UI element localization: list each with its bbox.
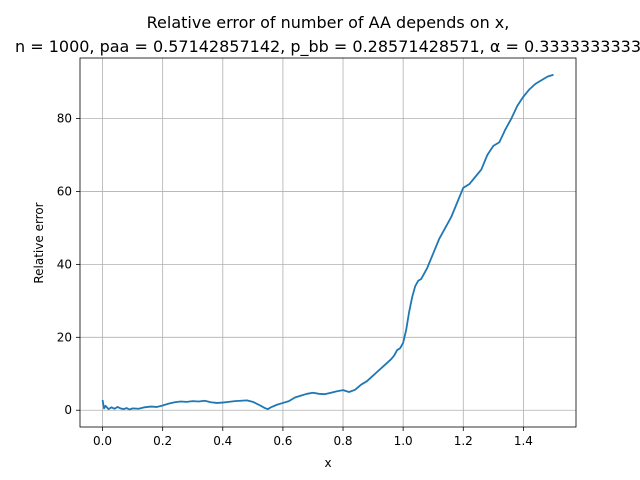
chart-title-line1: Relative error of number of AA depends o… xyxy=(147,13,510,32)
x-axis-label: x xyxy=(324,456,331,470)
y-tick-label: 0 xyxy=(64,403,72,417)
y-tick-label: 20 xyxy=(57,330,72,344)
x-tick-label: 0.2 xyxy=(153,434,172,448)
series-layer xyxy=(101,73,554,411)
series-line xyxy=(101,73,554,411)
y-axis-ticks: 0 20 40 60 80 xyxy=(57,112,80,417)
x-tick-label: 0.8 xyxy=(333,434,352,448)
y-axis-label: Relative error xyxy=(32,202,46,283)
grid-lines xyxy=(80,58,576,427)
x-tick-label: 1.0 xyxy=(394,434,413,448)
x-tick-label: 1.4 xyxy=(514,434,533,448)
x-tick-label: 1.2 xyxy=(454,434,473,448)
x-axis-ticks: 0.0 0.2 0.4 0.6 0.8 1.0 1.2 1.4 xyxy=(93,427,533,448)
y-tick-label: 80 xyxy=(57,112,72,126)
y-tick-label: 40 xyxy=(57,257,72,271)
plot-frame xyxy=(79,57,577,428)
x-tick-label: 0.6 xyxy=(273,434,292,448)
y-tick-label: 60 xyxy=(57,184,72,198)
x-tick-label: 0.4 xyxy=(213,434,232,448)
chart-title-line2: n = 1000, paa = 0.57142857142, p_bb = 0.… xyxy=(15,37,640,57)
x-tick-label: 0.0 xyxy=(93,434,112,448)
plot-area xyxy=(80,58,576,427)
